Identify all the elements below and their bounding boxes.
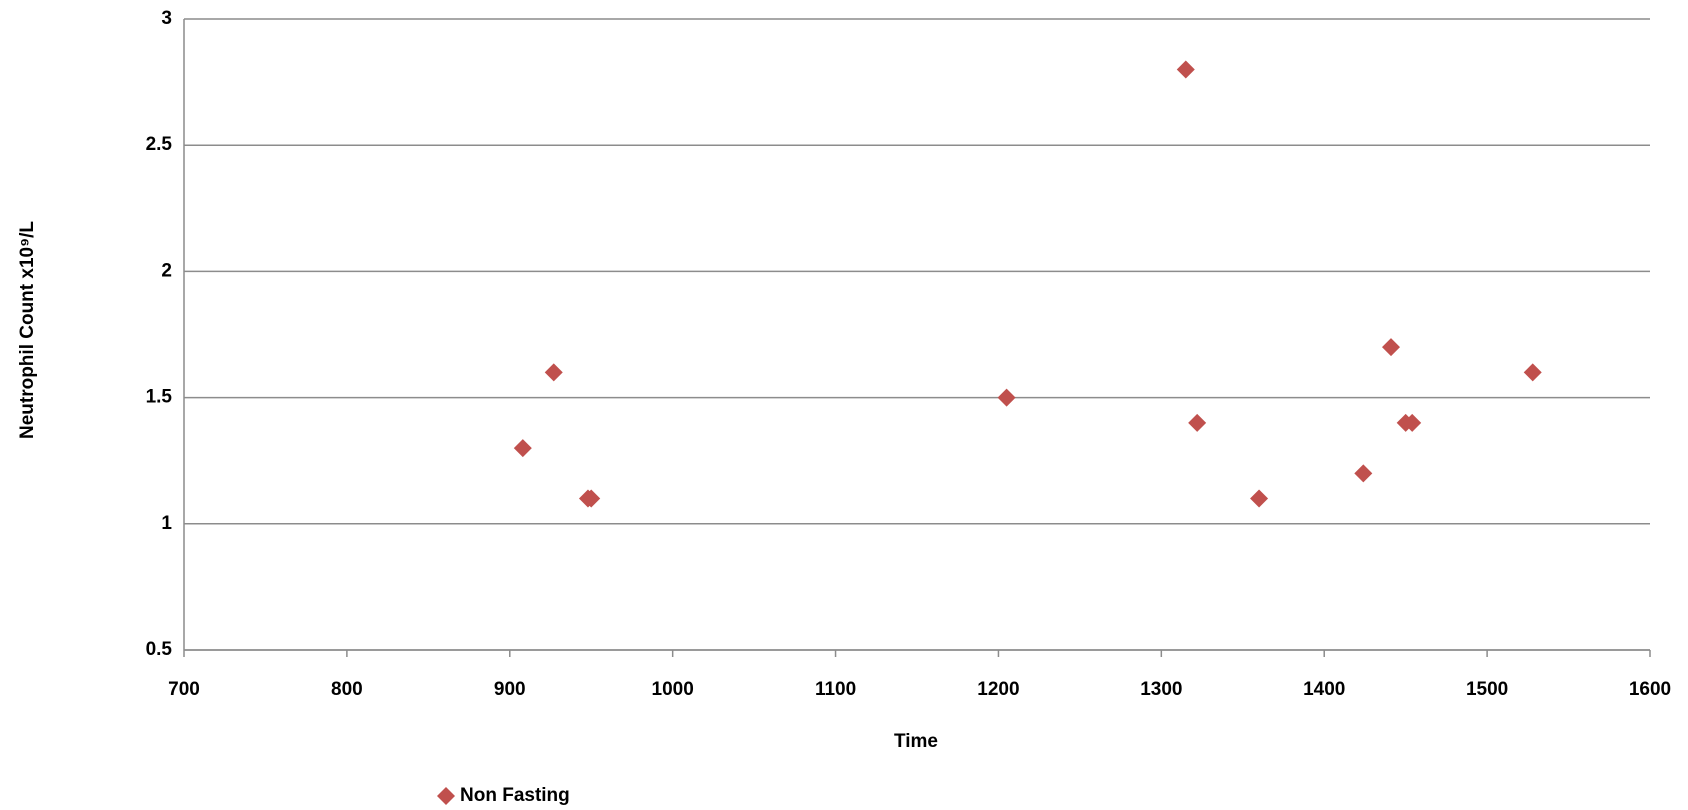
x-tick-label: 1000 — [652, 679, 694, 700]
point — [1403, 413, 1422, 432]
x-tick-label: 1500 — [1466, 679, 1508, 700]
x-tick-label: 1100 — [815, 679, 856, 700]
x-tick-label: 700 — [168, 679, 200, 700]
legend-marker — [437, 787, 455, 805]
y-tick-label: 3 — [161, 8, 172, 29]
y-tick-label: 2 — [161, 260, 172, 281]
y-tick-label: 1 — [161, 513, 172, 534]
point — [1250, 489, 1269, 508]
x-tick-label: 1200 — [977, 679, 1019, 700]
point — [1523, 363, 1542, 382]
point — [1382, 338, 1401, 357]
x-tick-label: 1300 — [1140, 679, 1182, 700]
point — [1188, 413, 1207, 432]
y-tick-label: 2.5 — [146, 134, 173, 155]
point — [544, 363, 563, 382]
point — [1354, 464, 1373, 483]
y-tick-label: 1.5 — [146, 387, 173, 408]
x-tick-label: 900 — [494, 679, 526, 700]
x-axis-label: Time — [894, 731, 938, 752]
x-tick-label: 800 — [331, 679, 363, 700]
point — [513, 439, 532, 458]
y-axis-label: Neutrophil Count x10⁹/L — [17, 221, 38, 439]
point — [997, 388, 1016, 407]
point — [582, 489, 601, 508]
x-tick-label: 1400 — [1303, 679, 1345, 700]
legend-label: Non Fasting — [460, 785, 570, 806]
x-tick-label: 1600 — [1629, 679, 1671, 700]
y-tick-label: 0.5 — [146, 639, 173, 660]
point — [1176, 60, 1195, 79]
